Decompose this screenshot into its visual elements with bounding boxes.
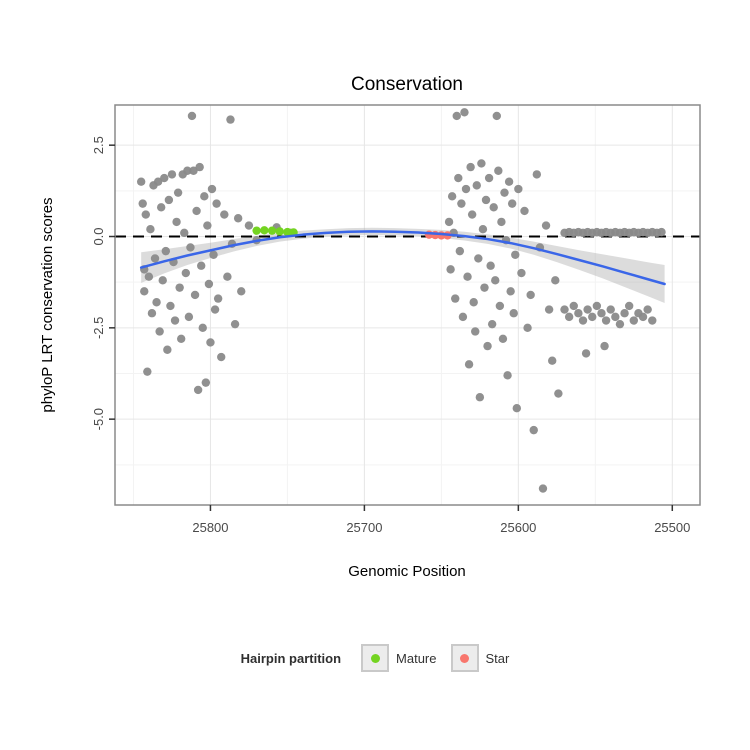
- y-axis-label: phyloP LRT conservation scores: [39, 197, 56, 412]
- svg-text:2.5: 2.5: [91, 136, 106, 154]
- chart-title: Conservation: [351, 74, 463, 95]
- x-axis-label: Genomic Position: [348, 563, 466, 580]
- svg-text:25700: 25700: [346, 520, 382, 535]
- legend-label-star: Star: [485, 650, 510, 666]
- legend-key-mature: [361, 644, 390, 672]
- legend-item-star: Star: [450, 644, 510, 672]
- svg-text:25800: 25800: [192, 520, 228, 535]
- svg-text:25500: 25500: [654, 520, 690, 535]
- svg-text:-5.0: -5.0: [91, 408, 106, 430]
- star-dot-icon: [460, 653, 469, 663]
- svg-text:25600: 25600: [500, 520, 536, 535]
- legend-key-star: [450, 644, 479, 672]
- svg-text:0.0: 0.0: [91, 227, 106, 245]
- legend-item-mature: Mature: [361, 644, 437, 672]
- mature-dot-icon: [370, 653, 380, 663]
- plot-layers: 25800 25700 25600 25500 2.5 0.0 -2.5 -5.0: [91, 104, 701, 535]
- legend-title: Hairpin partition: [240, 650, 342, 666]
- svg-text:-2.5: -2.5: [91, 317, 106, 339]
- legend: Hairpin partition Mature Star: [0, 638, 750, 678]
- legend-label-mature: Mature: [396, 650, 437, 666]
